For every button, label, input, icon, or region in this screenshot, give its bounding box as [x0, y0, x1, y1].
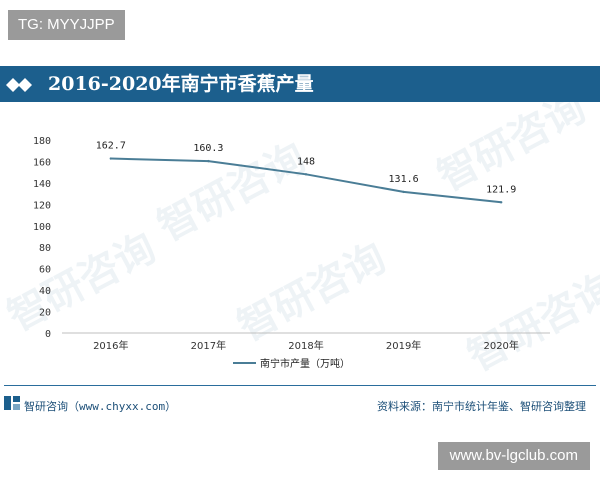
x-tick-label: 2020年: [483, 339, 518, 352]
y-tick-label: 40: [39, 286, 51, 297]
zhiyan-logo-icon: [4, 396, 20, 410]
data-label: 121.9: [486, 184, 516, 195]
line-chart: 0 20 40 60 80 100 120 140 160 180 2016年 2017年 2018年 2…: [33, 136, 550, 370]
data-point: [304, 173, 308, 176]
title-bar: 2016-2020年南宁市香蕉产量: [0, 66, 600, 102]
data-point: [109, 157, 113, 160]
y-tick-label: 100: [33, 222, 51, 233]
data-label: 131.6: [389, 174, 419, 185]
data-label: 148: [297, 156, 315, 167]
footer-source-site: 智研咨询（www.chyxx.com）: [24, 400, 177, 413]
y-tick-label: 120: [33, 200, 51, 211]
footer-data-source: 资料来源：南宁市统计年鉴、智研咨询整理: [377, 400, 586, 413]
legend-label: 南宁市产量（万吨）: [260, 357, 350, 370]
data-point: [207, 159, 210, 163]
y-tick-label: 140: [33, 179, 51, 190]
x-tick-label: 2016年: [93, 339, 128, 352]
x-tick-label: 2019年: [386, 339, 421, 352]
chart-title: 2016-2020年南宁市香蕉产量: [48, 73, 314, 95]
y-tick-label: 20: [39, 308, 51, 319]
y-tick-label: 80: [39, 243, 51, 254]
website-badge: www.bv-lgclub.com: [437, 442, 590, 470]
data-point: [500, 201, 503, 204]
diamond-icon: [6, 78, 32, 92]
data-label: 162.7: [96, 141, 126, 152]
y-tick-label: 180: [33, 136, 51, 147]
footer-divider: [4, 385, 596, 386]
y-tick-label: 0: [45, 329, 51, 340]
data-point: [402, 190, 405, 194]
data-label: 160.3: [193, 143, 223, 154]
x-tick-label: 2017年: [191, 339, 226, 352]
telegram-badge: TG: MYYJJPP: [8, 10, 125, 40]
y-tick-label: 160: [33, 157, 51, 168]
y-tick-label: 60: [39, 265, 51, 276]
x-tick-label: 2018年: [288, 339, 323, 352]
